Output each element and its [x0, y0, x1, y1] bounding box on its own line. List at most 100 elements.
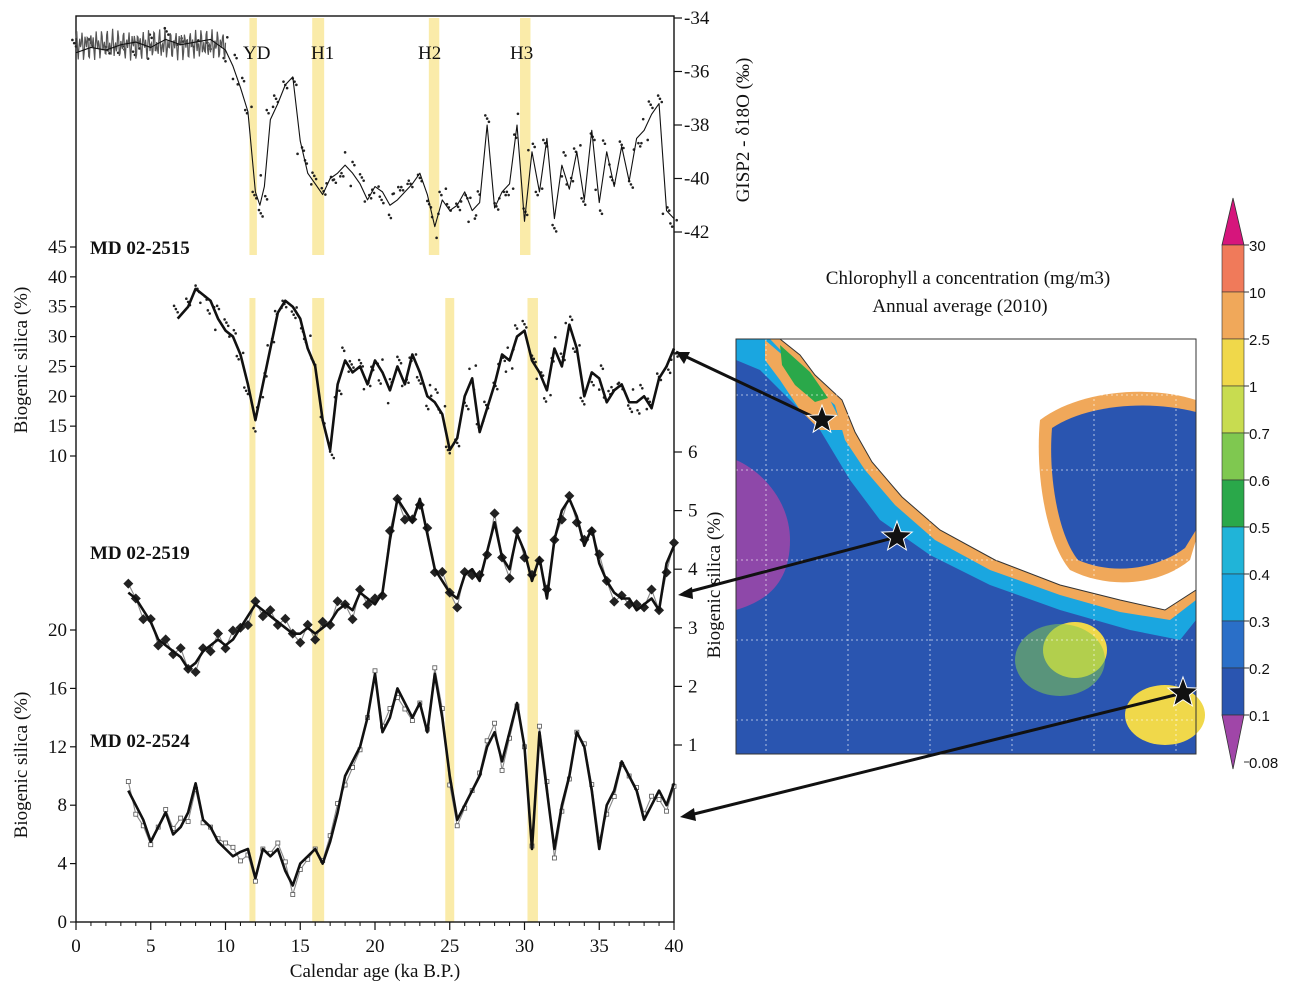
data-point-2519-28 — [332, 596, 343, 607]
data-point-0-29-2 — [362, 179, 365, 182]
colorbar-segment-9 — [1221, 667, 1245, 716]
data-point-1-65-2 — [668, 371, 672, 375]
colorbar-label-3: 1 — [1249, 379, 1257, 396]
data-point-1-6-0 — [223, 318, 226, 321]
ytick-label-2-5: 6 — [688, 442, 698, 463]
ytick-label-0-4: -42 — [684, 222, 709, 243]
gisp-axis-title: GISP2 - δ18O (‰) — [733, 58, 754, 203]
map-graticule — [736, 339, 1196, 754]
data-point-0-66-1 — [638, 145, 642, 148]
data-point-1-25-1 — [368, 384, 372, 388]
data-point-1-56-2 — [601, 367, 605, 371]
data-point-0-49-2 — [507, 193, 510, 197]
data-point-0-67-2 — [641, 117, 645, 121]
star-md02-2524 — [1166, 675, 1200, 708]
x-axis-title: Calendar age (ka B.P.) — [290, 961, 460, 982]
data-point-1-27-1 — [379, 382, 382, 385]
colorbar-segment-2 — [1221, 338, 1245, 387]
data-point-1-48-2 — [535, 377, 539, 381]
data-point-1-37-2 — [457, 444, 461, 448]
colorbar-label-11: 0.08 — [1249, 755, 1278, 772]
data-point-1-42-2 — [496, 387, 499, 391]
data-point-2519-65 — [609, 596, 620, 607]
data-point-1-8-0 — [241, 351, 245, 355]
xtick-label-0: 0 — [71, 936, 81, 957]
data-point-0-26-2 — [334, 181, 338, 185]
data-point-0-29-1 — [360, 176, 364, 179]
data-point-0-61-1 — [600, 212, 604, 216]
xtick-label-6: 30 — [515, 936, 534, 957]
data-point-1-0-0 — [172, 304, 176, 308]
colorbar-segment-7 — [1221, 573, 1245, 622]
data-point-0-32-1 — [380, 198, 383, 202]
data-point-0-36-2 — [411, 185, 414, 189]
data-point-1-9-0 — [243, 386, 246, 389]
data-point-1-0-2 — [176, 310, 179, 314]
data-point-1-45-1 — [513, 324, 517, 327]
colorbar-top-triangle — [1221, 197, 1245, 246]
data-point-1-0-1 — [174, 307, 178, 311]
data-point-1-33-1 — [426, 407, 430, 411]
xtick-label-7: 35 — [590, 936, 609, 957]
arrow-2515 — [675, 350, 821, 422]
data-point-2519-16 — [242, 620, 253, 631]
colorbar-label-1: 10 — [1249, 285, 1266, 302]
data-point-0-23-2 — [314, 177, 318, 181]
data-point-1-34-0 — [434, 388, 438, 391]
event-band-0-1 — [312, 18, 325, 255]
event-band-1-1 — [312, 298, 325, 922]
data-point-1-34-2 — [429, 394, 433, 398]
core-label-2515: MD 02-2515 — [90, 238, 190, 259]
data-point-0-30-1 — [369, 197, 373, 200]
data-point-0-70-2 — [661, 212, 665, 216]
data-point-1-6-1 — [225, 321, 228, 324]
map-oligotrophic-patch — [736, 460, 790, 610]
data-point-1-46-0 — [521, 319, 524, 323]
data-point-2524-33 — [372, 668, 378, 674]
colorbar-label-0: 30 — [1249, 238, 1266, 255]
data-point-0-64-2 — [622, 146, 625, 150]
data-point-0-39-0 — [435, 236, 438, 240]
data-point-1-43-1 — [503, 359, 507, 363]
data-point-2519-12 — [213, 628, 224, 639]
data-point-2524-8 — [185, 819, 191, 824]
ytick-label-3-3: 12 — [48, 737, 67, 758]
colorbar-label-5: 0.6 — [1249, 473, 1270, 490]
data-point-0-34-1 — [398, 189, 402, 192]
data-point-2519-13 — [220, 643, 231, 654]
xtick-label-4: 20 — [366, 936, 385, 957]
data-point-0-36-0 — [407, 179, 411, 182]
data-point-2519-73 — [669, 537, 679, 548]
data-point-0-52-1 — [533, 145, 536, 149]
data-point-0-40-1 — [438, 190, 441, 194]
data-point-0-12-1 — [242, 79, 246, 83]
data-point-0-40-2 — [440, 193, 443, 197]
ytick-label-1-6: 40 — [48, 267, 67, 288]
data-point-0-33-0 — [387, 213, 391, 217]
data-point-2524-17 — [252, 878, 258, 884]
ytick-label-3-4: 16 — [48, 678, 67, 699]
event-band-1-3 — [527, 298, 538, 922]
core-location-markers — [675, 350, 1200, 821]
data-point-0-61-0 — [598, 209, 602, 212]
data-point-1-14-2 — [284, 305, 288, 309]
data-point-0-6-0 — [163, 26, 167, 30]
data-point-0-65-2 — [631, 186, 635, 189]
data-point-0-59-1 — [582, 200, 585, 203]
data-point-0-14-1 — [253, 193, 256, 197]
data-point-1-31-0 — [414, 353, 418, 356]
data-point-1-20-2 — [332, 456, 336, 460]
data-point-0-42-2 — [458, 208, 462, 212]
data-point-2524-57 — [552, 855, 557, 861]
data-point-2519-7 — [175, 643, 186, 654]
data-point-0-47-2 — [496, 208, 500, 211]
data-point-0-37-1 — [418, 176, 422, 180]
data-point-1-60-2 — [630, 410, 634, 414]
data-point-0-16-0 — [263, 194, 267, 198]
data-point-0-34-0 — [397, 185, 400, 189]
data-point-0-5-2 — [150, 36, 153, 40]
data-point-1-52-0 — [568, 315, 572, 318]
series-line-1 — [176, 287, 676, 452]
data-point-1-33-2 — [428, 383, 432, 387]
axes-layer: -34-36-38-40-421015202530354045123456048… — [48, 8, 710, 957]
